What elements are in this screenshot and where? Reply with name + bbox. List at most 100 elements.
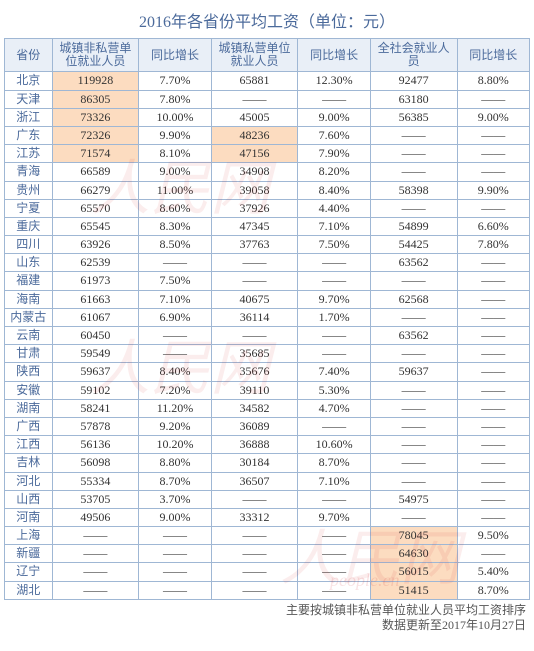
cell: —— bbox=[298, 563, 370, 581]
cell: —— bbox=[211, 254, 298, 272]
table-row: 辽宁————————560155.40% bbox=[5, 563, 530, 581]
cell: 62568 bbox=[370, 290, 457, 308]
cell: 30184 bbox=[211, 454, 298, 472]
col-growth1: 同比增长 bbox=[139, 39, 211, 72]
cell: 48236 bbox=[211, 126, 298, 144]
cell: —— bbox=[457, 454, 529, 472]
table-row: 福建619737.50%———————— bbox=[5, 272, 530, 290]
cell: 贵州 bbox=[5, 181, 53, 199]
cell: 9.00% bbox=[139, 508, 211, 526]
cell: —— bbox=[298, 327, 370, 345]
cell: 7.10% bbox=[298, 217, 370, 235]
cell: —— bbox=[211, 581, 298, 599]
cell: —— bbox=[457, 472, 529, 490]
table-row: 湖北————————514158.70% bbox=[5, 581, 530, 599]
cell: 40675 bbox=[211, 290, 298, 308]
cell: —— bbox=[457, 508, 529, 526]
cell: —— bbox=[139, 345, 211, 363]
cell: 119928 bbox=[52, 72, 139, 90]
cell: —— bbox=[370, 436, 457, 454]
cell: 8.70% bbox=[298, 454, 370, 472]
cell: 39110 bbox=[211, 381, 298, 399]
cell: —— bbox=[211, 527, 298, 545]
cell: —— bbox=[370, 454, 457, 472]
cell: —— bbox=[370, 417, 457, 435]
table-row: 广东723269.90%482367.60%———— bbox=[5, 126, 530, 144]
cell: 10.20% bbox=[139, 436, 211, 454]
cell: 57878 bbox=[52, 417, 139, 435]
cell: —— bbox=[370, 381, 457, 399]
cell: 山东 bbox=[5, 254, 53, 272]
table-row: 四川639268.50%377637.50%544257.80% bbox=[5, 236, 530, 254]
cell: 37763 bbox=[211, 236, 298, 254]
cell: 66589 bbox=[52, 163, 139, 181]
cell: 辽宁 bbox=[5, 563, 53, 581]
table-row: 广西578789.20%36089—————— bbox=[5, 417, 530, 435]
cell: 35676 bbox=[211, 363, 298, 381]
cell: 9.50% bbox=[457, 527, 529, 545]
cell: —— bbox=[139, 527, 211, 545]
cell: —— bbox=[139, 254, 211, 272]
table-row: 江苏715748.10%471567.90%———— bbox=[5, 145, 530, 163]
cell: 36888 bbox=[211, 436, 298, 454]
cell: 7.90% bbox=[298, 145, 370, 163]
cell: —— bbox=[139, 545, 211, 563]
cell: 江苏 bbox=[5, 145, 53, 163]
cell: —— bbox=[52, 527, 139, 545]
cell: 8.80% bbox=[457, 72, 529, 90]
cell: 54975 bbox=[370, 490, 457, 508]
cell: 1.70% bbox=[298, 308, 370, 326]
cell: —— bbox=[457, 145, 529, 163]
cell: —— bbox=[457, 90, 529, 108]
cell: —— bbox=[298, 90, 370, 108]
cell: 72326 bbox=[52, 126, 139, 144]
cell: —— bbox=[370, 145, 457, 163]
table-row: 安徽591027.20%391105.30%———— bbox=[5, 381, 530, 399]
cell: 11.20% bbox=[139, 399, 211, 417]
cell: —— bbox=[457, 308, 529, 326]
cell: —— bbox=[52, 545, 139, 563]
cell: —— bbox=[211, 272, 298, 290]
cell: 7.80% bbox=[139, 90, 211, 108]
cell: 86305 bbox=[52, 90, 139, 108]
cell: 64630 bbox=[370, 545, 457, 563]
cell: 新疆 bbox=[5, 545, 53, 563]
cell: 9.20% bbox=[139, 417, 211, 435]
cell: 重庆 bbox=[5, 217, 53, 235]
cell: —— bbox=[211, 563, 298, 581]
table-row: 内蒙古610676.90%361141.70%———— bbox=[5, 308, 530, 326]
cell: —— bbox=[370, 272, 457, 290]
cell: 60450 bbox=[52, 327, 139, 345]
cell: 内蒙古 bbox=[5, 308, 53, 326]
cell: 7.10% bbox=[139, 290, 211, 308]
cell: 9.70% bbox=[298, 508, 370, 526]
cell: 65570 bbox=[52, 199, 139, 217]
table-row: 甘肃59549——35685—————— bbox=[5, 345, 530, 363]
cell: 63562 bbox=[370, 327, 457, 345]
cell: 61663 bbox=[52, 290, 139, 308]
cell: —— bbox=[52, 563, 139, 581]
cell: 9.00% bbox=[298, 108, 370, 126]
cell: —— bbox=[370, 345, 457, 363]
cell: 39058 bbox=[211, 181, 298, 199]
cell: 63180 bbox=[370, 90, 457, 108]
table-row: 宁夏655708.60%379264.40%———— bbox=[5, 199, 530, 217]
table-row: 天津863057.80%————63180—— bbox=[5, 90, 530, 108]
cell: 55334 bbox=[52, 472, 139, 490]
cell: —— bbox=[211, 490, 298, 508]
cell: —— bbox=[52, 581, 139, 599]
cell: 47156 bbox=[211, 145, 298, 163]
cell: 8.40% bbox=[298, 181, 370, 199]
col-society: 全社会就业人员 bbox=[370, 39, 457, 72]
cell: 湖南 bbox=[5, 399, 53, 417]
cell: 8.20% bbox=[298, 163, 370, 181]
cell: 8.80% bbox=[139, 454, 211, 472]
cell: 4.70% bbox=[298, 399, 370, 417]
cell: —— bbox=[298, 345, 370, 363]
cell: 天津 bbox=[5, 90, 53, 108]
cell: —— bbox=[370, 126, 457, 144]
cell: 8.10% bbox=[139, 145, 211, 163]
cell: 四川 bbox=[5, 236, 53, 254]
cell: 53705 bbox=[52, 490, 139, 508]
cell: —— bbox=[457, 345, 529, 363]
